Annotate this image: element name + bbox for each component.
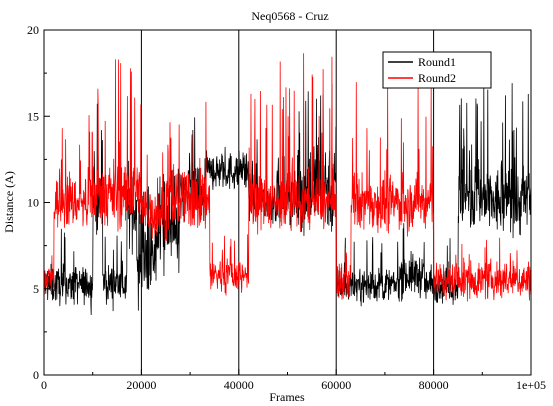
y-tick-label: 0	[33, 368, 39, 382]
legend: Round1 Round2	[382, 51, 492, 89]
legend-label-round1: Round1	[418, 55, 456, 69]
x-tick-label: 20000	[126, 378, 156, 392]
series-layer	[44, 53, 531, 315]
y-tick-label: 20	[27, 23, 39, 37]
x-tick-label: 1e+05	[516, 378, 546, 392]
x-axis: 0 20000 40000 60000 80000 1e+05	[41, 369, 546, 392]
legend-box	[382, 51, 492, 89]
legend-label-round2: Round2	[418, 71, 456, 85]
x-tick-label: 80000	[419, 378, 449, 392]
series-line-round2	[44, 53, 531, 302]
chart-subtitle: Neq0568 - Cruz	[251, 9, 328, 23]
x-tick-label: 40000	[224, 378, 254, 392]
y-axis: 0 5 10 15 20	[27, 23, 50, 382]
x-axis-label: Frames	[269, 390, 305, 404]
y-axis-label: Distance (A)	[2, 171, 16, 233]
y-tick-label: 15	[27, 109, 39, 123]
x-tick-label: 60000	[321, 378, 351, 392]
y-tick-label: 5	[33, 282, 39, 296]
y-tick-label: 10	[27, 196, 39, 210]
x-tick-label: 0	[41, 378, 47, 392]
